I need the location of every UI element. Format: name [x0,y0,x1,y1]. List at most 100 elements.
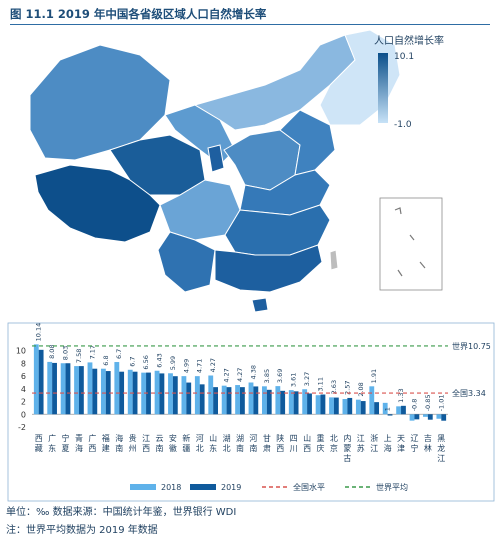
category-label: 新 [182,433,190,443]
category-label: 川 [290,444,298,453]
bar-2019 [159,373,165,415]
region-ningxia [207,144,225,173]
category-label: 西 [303,444,311,453]
bar-2018 [423,414,428,417]
bar-2019 [320,394,326,415]
region-xinjiang [29,44,171,161]
category-label: 宁 [410,443,418,453]
bar-2019 [199,384,205,415]
category-label: 建 [102,443,110,453]
category-label: 东 [209,443,217,453]
bar-2018 [33,344,39,415]
category-label: 宁 [62,433,70,443]
data-label: 2.63 [330,380,338,394]
y-tick-label: -2 [18,423,26,432]
bar-2019 [374,402,380,415]
bar-2018 [275,386,281,415]
bar-2019 [280,390,286,415]
category-label: 西 [35,434,43,443]
category-label: 海 [75,443,83,453]
category-label: 广 [48,433,56,443]
bar-2019 [105,371,111,415]
bar-2018 [100,368,106,415]
data-label: 6.56 [142,355,150,369]
bar-2019 [414,414,420,420]
bar-2018 [235,385,240,415]
reference-label: 全国3.34 [452,388,486,398]
bar-2019 [78,366,84,415]
bar-2018 [369,386,375,415]
category-label: 辽 [410,434,418,443]
bar-2019 [213,387,218,415]
bar-2019 [132,371,138,415]
footnote: 注：世界平均数据为 2019 年数据 [6,525,158,536]
bar-2018 [60,363,66,415]
y-tick-label: 10 [16,347,26,356]
bar-2019 [146,372,151,415]
data-label: 7.58 [75,349,83,363]
legend-swatch [190,484,216,490]
category-label: 上 [384,434,392,443]
bar-2018 [74,366,79,415]
category-label: 河 [196,433,204,443]
category-label: 藏 [35,443,43,453]
category-label: 海 [115,433,123,443]
category-label: 蒙 [343,443,351,453]
bar-2018 [355,399,361,415]
bar-2019 [307,393,312,415]
category-label: 吉 [424,434,432,443]
data-label: 3.85 [263,369,271,383]
legend-label: 2019 [221,483,241,492]
category-label: 北 [330,434,338,443]
category-label: 江 [437,454,445,463]
category-label: 安 [169,433,177,443]
category-label: 北 [196,444,204,453]
bar-2018 [436,414,442,419]
bar-2018 [47,361,53,415]
bar-2018 [262,386,267,415]
bar-2019 [266,389,272,415]
category-label: 山 [209,433,217,443]
category-label: 青 [75,433,83,443]
bar-2018 [288,390,294,415]
y-tick-label: 6 [21,372,26,381]
y-tick-label: 4 [21,385,26,394]
category-label: 陕 [276,433,284,443]
reference-label: 世界10.75 [452,341,491,351]
category-label: 南 [155,443,163,453]
category-label: 庆 [317,443,325,453]
category-label: 贵 [129,433,137,443]
bar-2019 [441,414,447,421]
data-label: 3.69 [276,369,284,383]
data-label: -0.8 [410,399,418,412]
data-label: 1.91 [370,369,378,383]
data-label: 7.17 [88,345,96,359]
category-label: 山 [303,433,311,443]
category-label: 林 [424,443,432,453]
bar-2019 [92,368,98,415]
bar-2018 [154,370,160,415]
category-label: 京 [330,443,338,453]
bar-2018 [87,362,93,415]
data-label: 10.14 [35,323,43,342]
category-label: 南 [249,443,257,453]
category-label: 福 [102,434,110,443]
data-label: 2.57 [343,380,351,394]
legend-label: 2018 [161,483,181,492]
category-label: 重 [317,433,325,443]
data-label: 6.8 [102,355,110,365]
category-label: 东 [48,443,56,453]
data-label: 6.43 [155,353,163,367]
category-label: 黑 [437,434,445,443]
bar-2018 [141,372,147,415]
legend-swatch [130,484,156,490]
category-label: 津 [397,443,405,453]
bar-2019 [38,349,44,415]
y-tick-label: 0 [21,410,26,419]
bar-2018 [342,399,348,415]
category-label: 河 [249,433,257,443]
legend-title: 人口自然增长率 [374,34,444,47]
bar-2018 [248,382,254,415]
bar-2019 [387,414,393,416]
